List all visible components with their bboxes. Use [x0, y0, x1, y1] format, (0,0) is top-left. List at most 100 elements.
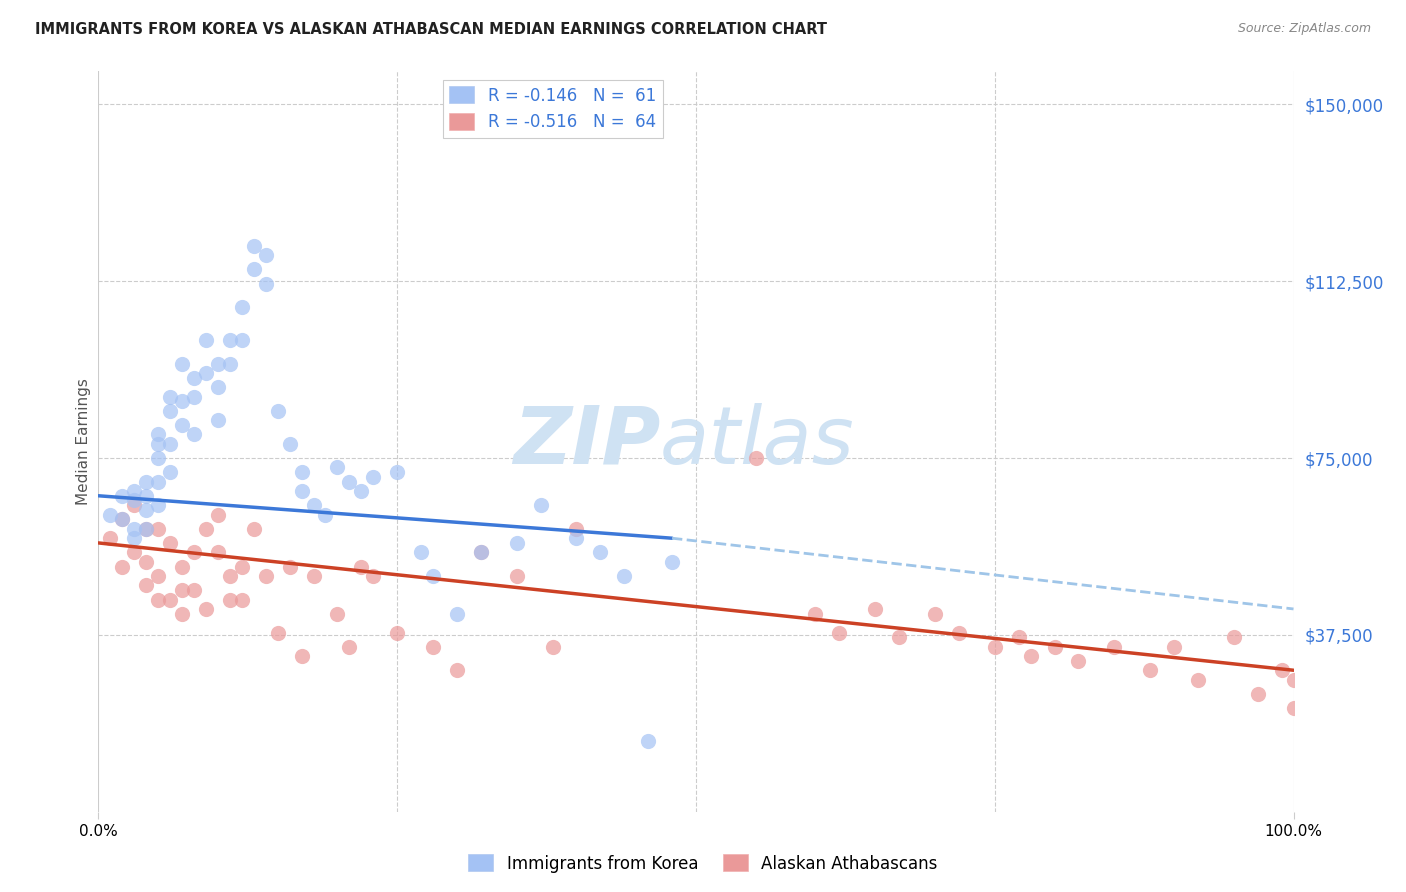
Point [422, 569, 444, 583]
Point [183, 371, 205, 385]
Point [506, 569, 529, 583]
Text: IMMIGRANTS FROM KOREA VS ALASKAN ATHABASCAN MEDIAN EARNINGS CORRELATION CHART: IMMIGRANTS FROM KOREA VS ALASKAN ATHABAS… [35, 22, 827, 37]
Point [148, 522, 170, 536]
Text: atlas: atlas [661, 402, 855, 481]
Point [124, 522, 146, 536]
Point [219, 333, 242, 347]
Point [924, 607, 946, 621]
Point [541, 640, 564, 654]
Point [315, 508, 337, 522]
Point [135, 522, 157, 536]
Point [183, 545, 205, 559]
Point [411, 545, 433, 559]
Point [804, 607, 827, 621]
Point [385, 625, 409, 640]
Point [984, 640, 1007, 654]
Point [339, 640, 361, 654]
Point [195, 602, 218, 616]
Point [195, 333, 218, 347]
Point [124, 493, 146, 508]
Point [1104, 640, 1126, 654]
Point [231, 333, 253, 347]
Point [1163, 640, 1185, 654]
Point [219, 592, 242, 607]
Point [889, 630, 911, 644]
Point [661, 555, 683, 569]
Point [159, 437, 181, 451]
Point [159, 592, 181, 607]
Point [446, 607, 468, 621]
Point [98, 508, 122, 522]
Point [172, 417, 194, 432]
Point [1019, 649, 1042, 664]
Point [267, 625, 290, 640]
Point [148, 569, 170, 583]
Point [446, 663, 468, 677]
Point [207, 413, 229, 427]
Point [124, 484, 146, 499]
Point [231, 559, 253, 574]
Point [1139, 663, 1161, 677]
Point [172, 607, 194, 621]
Point [565, 522, 588, 536]
Point [350, 484, 373, 499]
Point [339, 475, 361, 489]
Point [291, 484, 314, 499]
Point [148, 498, 170, 512]
Point [243, 239, 266, 253]
Point [865, 602, 887, 616]
Point [135, 503, 157, 517]
Point [1282, 673, 1305, 687]
Point [111, 559, 134, 574]
Point [124, 531, 146, 545]
Point [135, 475, 157, 489]
Point [135, 522, 157, 536]
Point [111, 489, 134, 503]
Point [326, 460, 349, 475]
Point [565, 531, 588, 545]
Point [1008, 630, 1031, 644]
Point [363, 569, 385, 583]
Point [470, 545, 492, 559]
Point [1271, 663, 1294, 677]
Point [613, 569, 636, 583]
Point [148, 437, 170, 451]
Point [254, 248, 277, 262]
Point [302, 498, 325, 512]
Point [1043, 640, 1066, 654]
Point [422, 640, 444, 654]
Point [1067, 654, 1090, 668]
Text: Source: ZipAtlas.com: Source: ZipAtlas.com [1237, 22, 1371, 36]
Point [111, 512, 134, 526]
Point [124, 545, 146, 559]
Point [254, 569, 277, 583]
Point [183, 427, 205, 442]
Point [291, 649, 314, 664]
Point [326, 607, 349, 621]
Point [506, 536, 529, 550]
Point [148, 592, 170, 607]
Point [135, 489, 157, 503]
Point [219, 357, 242, 371]
Point [148, 451, 170, 466]
Point [589, 545, 612, 559]
Point [278, 559, 301, 574]
Point [1247, 687, 1270, 701]
Point [231, 592, 253, 607]
Point [135, 578, 157, 592]
Y-axis label: Median Earnings: Median Earnings [76, 378, 91, 505]
Point [148, 475, 170, 489]
Point [124, 498, 146, 512]
Point [350, 559, 373, 574]
Point [98, 531, 122, 545]
Point [267, 404, 290, 418]
Point [231, 300, 253, 314]
Point [207, 508, 229, 522]
Point [1223, 630, 1246, 644]
Point [1187, 673, 1209, 687]
Point [159, 536, 181, 550]
Point [195, 522, 218, 536]
Point [948, 625, 970, 640]
Point [172, 357, 194, 371]
Legend: R = -0.146   N =  61, R = -0.516   N =  64: R = -0.146 N = 61, R = -0.516 N = 64 [443, 79, 662, 137]
